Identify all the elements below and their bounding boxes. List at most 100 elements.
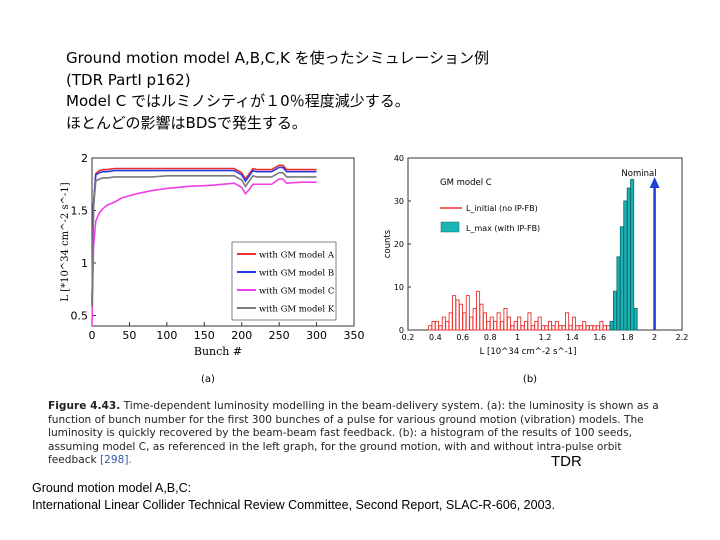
histogram-bar-initial [428,325,433,331]
histogram-bar-initial [599,320,604,331]
x-tick-label: 1.2 [539,333,552,342]
histogram-bar-initial [592,325,597,331]
legend-label-k: with GM model K [259,305,335,315]
x-tick-label: 150 [194,329,215,342]
x-tick-label: 100 [156,329,177,342]
x-tick-label: 300 [306,329,327,342]
series-line-b [91,166,317,306]
panel-a-label: (a) [201,374,215,385]
y-tick-label: 20 [394,240,404,249]
histogram-bar-initial [458,303,463,331]
histogram-bar-initial [551,325,556,331]
histogram-bar-initial [493,320,498,331]
histogram-bar-initial [585,325,590,331]
histogram-bar-initial [561,325,566,331]
histogram-bar-initial [558,325,563,331]
histogram-bar-initial [431,320,436,331]
histogram-bar-initial [578,325,583,331]
x-tick-label: 0.8 [484,333,497,342]
header-line-4: ほとんどの影響はBDSで発生する。 [66,113,307,132]
histogram-bar-max [613,290,618,331]
histogram-bar-max [633,308,638,331]
histogram-bar-max [616,256,621,331]
histogram-bar-initial [575,325,580,331]
figure-caption: Figure 4.43. Time-dependent luminosity m… [48,400,660,468]
header-line-2: (TDR PartⅠ p162) [66,70,191,89]
panel-a-series [91,164,317,327]
histogram-bar-initial [513,320,518,331]
histogram-bar-initial [568,325,573,331]
histogram-bar-initial [534,320,539,331]
histogram-bar-initial [465,295,470,331]
x-tick-label: 2 [652,333,657,342]
x-tick-label: 2.2 [676,333,689,342]
series-line-a [91,164,317,303]
series-line-k [91,171,317,308]
histogram-bar-initial [547,320,552,331]
histogram-bar-initial [565,312,570,331]
histogram-bar-initial [506,316,511,331]
histogram-bar-initial [582,320,587,331]
histogram-bar-initial [469,316,474,331]
y-tick-label: 0.5 [71,310,89,323]
histogram-bar-initial [527,312,532,331]
panel-b-title: GM model C [440,178,492,188]
nominal-arrow-head [649,177,660,188]
histogram-bar-initial [530,325,535,331]
panel-b-legend: L_initial (no IP-FB) L_max (with IP-FB) [440,204,540,233]
histogram-bar-initial [496,312,501,331]
panel-b-bars [428,179,638,331]
y-tick-label: 10 [394,283,404,292]
histogram-bar-max [630,179,635,331]
y-tick-label: 2 [81,152,88,165]
histogram-bar-initial [595,325,600,331]
caption-citation-link[interactable]: [298]. [100,454,132,466]
histogram-bar-initial [448,312,453,331]
histogram-bar-max [609,320,614,331]
slide-header: Ground motion model A,B,C,K を使ったシミュレーション… [66,48,666,134]
panel-a-ticks: 0 50 100 150 200 250 300 350 0.5 1 1.5 2 [71,152,365,342]
footer-line-1: Ground motion model A,B,C: [32,481,192,495]
x-tick-label: 1 [515,333,520,342]
legend-swatch-max [440,221,460,233]
legend-label-initial: L_initial (no IP-FB) [466,204,538,213]
x-tick-label: 1.8 [621,333,634,342]
histogram-bar-initial [445,320,450,331]
histogram-bar-initial [476,290,481,331]
x-tick-label: 350 [344,329,365,342]
legend-label-a: with GM model A [259,251,335,261]
y-tick-label: 1 [81,257,88,270]
histogram-bar-initial [554,320,559,331]
x-tick-label: 200 [231,329,252,342]
histogram-bar-initial [517,316,522,331]
histogram-bar-initial [482,312,487,331]
series-line-c [91,178,317,327]
x-tick-label: 1.6 [593,333,606,342]
histogram-bar-initial [438,325,443,331]
histogram-bar-initial [452,295,457,331]
legend-label-b: with GM model B [259,269,334,279]
header-line-1: Ground motion model A,B,C,K を使ったシミュレーション… [66,49,490,67]
x-tick-label: 1.4 [566,333,579,342]
nominal-arrow: Nominal [621,169,660,330]
x-tick-label: 0 [89,329,96,342]
histogram-bar-initial [479,303,484,331]
histogram-bar-initial [606,325,611,331]
x-tick-label: 50 [122,329,136,342]
histogram-bar-initial [544,325,549,331]
header-line-3: Model C ではルミノシティが１0％程度減少する。 [66,92,410,110]
histogram-bar-initial [462,312,467,331]
histogram-bar-initial [571,316,576,331]
footer-line-2: International Linear Collider Technical … [32,498,555,512]
panel-b-xlabel: L [10^34 cm^-2 s^-1] [480,347,577,357]
panel-a-legend: with GM model A with GM model B with GM mo… [231,241,337,321]
histogram-bar-initial [541,325,546,331]
x-tick-label: 0.2 [402,333,415,342]
footer-reference: Ground motion model A,B,C: International… [32,480,555,514]
y-tick-label: 0 [399,326,404,335]
histogram-bar-initial [510,325,515,331]
histogram-bar-max [626,187,631,331]
histogram-bar-initial [434,320,439,331]
panel-b-chart: 0.2 0.4 0.6 0.8 1 1.2 1.4 1.6 1.8 2 2.2 0 10 20 30 40 N… [383,154,688,385]
